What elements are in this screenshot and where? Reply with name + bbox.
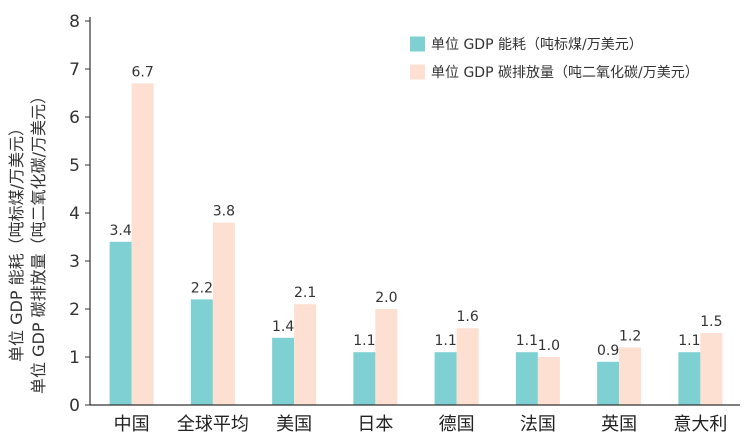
- data-label-energy-4: 1.1: [434, 333, 456, 349]
- bar-carbon-2: [294, 304, 317, 405]
- data-label-energy-2: 1.4: [272, 319, 294, 335]
- x-axis-categories: 中国 全球平均 美国 日本 德国 法国 英国 意大利: [114, 414, 728, 435]
- y-axis-label: 单位 GDP 能耗（吨标煤/万美元） 单位 GDP 碳排放量（吨二氧化碳/万美元…: [7, 88, 48, 394]
- bar-energy-5: [515, 352, 538, 405]
- x-category-label-2: 美国: [276, 414, 312, 435]
- bars: [109, 83, 723, 406]
- x-category-label-4: 德国: [439, 414, 475, 435]
- x-category-label-1: 全球平均: [177, 414, 249, 435]
- data-label-carbon-3: 2.0: [375, 290, 397, 306]
- data-label-energy-3: 1.1: [353, 333, 375, 349]
- data-labels: 3.46.72.23.81.42.11.12.01.11.61.1 1.0 0.91…: [109, 64, 722, 358]
- x-category-label-6: 英国: [601, 414, 637, 435]
- y-axis-label-line-2: 单位 GDP 碳排放量（吨二氧化碳/万美元）: [29, 88, 48, 394]
- data-label-carbon-5: 1.0: [538, 338, 560, 354]
- y-tick-label-6: 6: [69, 108, 80, 128]
- bar-carbon-1: [212, 222, 235, 405]
- data-label-energy-5: 1.1: [516, 333, 538, 349]
- y-tick-label-4: 4: [69, 204, 80, 224]
- data-label-carbon-0: 6.7: [131, 64, 153, 80]
- legend-label-carbon: 单位 GDP 碳排放量（吨二氧化碳/万美元）: [431, 65, 699, 81]
- bar-energy-7: [678, 352, 701, 405]
- data-label-energy-1: 2.2: [191, 280, 213, 296]
- bar-carbon-7: [700, 333, 723, 405]
- y-tick-label-5: 5: [69, 156, 80, 176]
- bar-energy-0: [109, 241, 132, 405]
- y-tick-label-0: 0: [69, 396, 80, 416]
- bar-carbon-6: [619, 347, 642, 405]
- bar-energy-2: [272, 337, 295, 405]
- data-label-carbon-6: 1.2: [619, 328, 641, 344]
- bar-energy-6: [597, 361, 620, 405]
- bar-carbon-3: [375, 309, 398, 405]
- x-category-label-7: 意大利: [673, 414, 727, 435]
- bar-carbon-4: [456, 328, 479, 405]
- data-label-carbon-2: 2.1: [294, 285, 316, 301]
- bar-energy-3: [353, 352, 376, 405]
- y-tick-label-2: 2: [69, 300, 80, 320]
- data-label-carbon-1: 3.8: [213, 204, 235, 220]
- data-label-energy-7: 1.1: [678, 333, 700, 349]
- y-tick-label-1: 1: [69, 348, 80, 368]
- x-category-label-5: 法国: [520, 414, 556, 435]
- y-tick-label-7: 7: [69, 60, 80, 80]
- legend-swatch-carbon: [410, 64, 425, 80]
- y-axis-ticks: 0 1 2 3 4 5 6 7 8: [69, 12, 90, 416]
- data-label-energy-6: 0.9: [597, 343, 619, 359]
- x-category-label-3: 日本: [357, 414, 393, 435]
- bar-energy-4: [434, 352, 457, 405]
- bar-energy-1: [190, 299, 213, 405]
- legend-label-energy: 单位 GDP 能耗（吨标煤/万美元）: [431, 37, 643, 53]
- y-tick-label-8: 8: [69, 12, 80, 32]
- axes: [89, 17, 740, 406]
- bar-carbon-5: [537, 357, 560, 405]
- x-category-label-0: 中国: [114, 414, 150, 435]
- y-tick-label-3: 3: [69, 252, 80, 272]
- legend-swatch-energy: [410, 36, 425, 52]
- data-label-carbon-4: 1.6: [456, 309, 478, 325]
- y-axis-label-line-1: 单位 GDP 能耗（吨标煤/万美元）: [7, 120, 26, 362]
- legend: 单位 GDP 能耗（吨标煤/万美元） 单位 GDP 碳排放量（吨二氧化碳/万美元…: [410, 36, 699, 81]
- bar-carbon-0: [131, 83, 154, 406]
- data-label-energy-0: 3.4: [109, 223, 131, 239]
- data-label-carbon-7: 1.5: [700, 314, 722, 330]
